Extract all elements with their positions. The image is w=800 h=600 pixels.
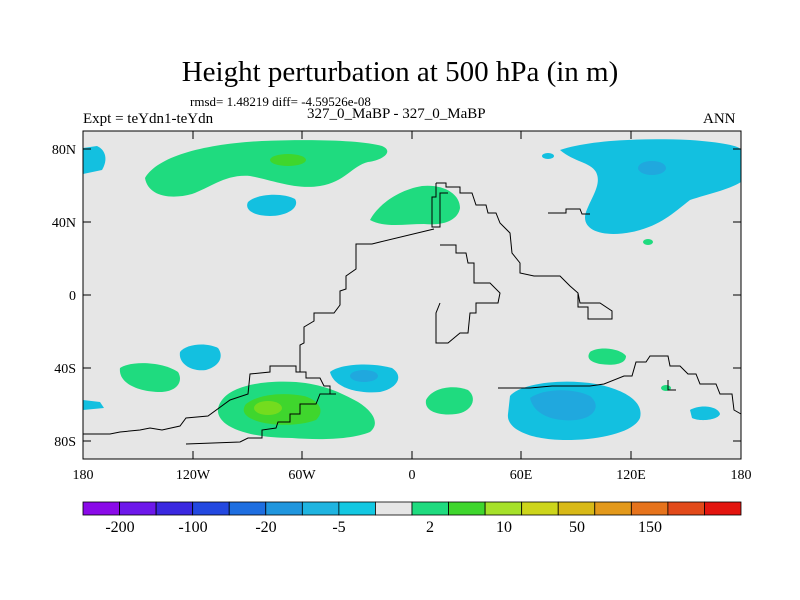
colorbar-label: 2 [426, 519, 434, 536]
colorbar-label: 50 [569, 519, 585, 536]
lat-label: 40S [54, 362, 76, 377]
contour-green-small-asia [643, 239, 653, 245]
colorbar-swatch [119, 501, 157, 516]
contour-green-atlantic [370, 185, 460, 225]
outline-asia-east [548, 208, 590, 215]
lat-label: 0 [69, 289, 76, 304]
colorbar-swatch [484, 501, 523, 516]
contour-blue-small-east [542, 153, 554, 159]
colorbar-swatch [557, 501, 596, 516]
colorbar-swatch [338, 501, 376, 516]
colorbar-swatch [155, 501, 194, 516]
lat-label: 40N [52, 216, 76, 231]
latitude-labels: 80N 40N 0 40S 80S [52, 143, 76, 450]
contour-blue-left-edge [83, 146, 106, 174]
map-title: Height perturbation at 500 hPa (in m) [181, 56, 619, 88]
colorbar [82, 501, 742, 516]
contour-blue-mid-pacific [247, 194, 297, 216]
contour-green-north-pacific [145, 140, 388, 197]
contour-green-south-pacific [119, 363, 180, 392]
colorbar-label: -5 [332, 519, 345, 536]
perturbation-contours [83, 139, 741, 440]
contour-blue-north-asia [560, 139, 741, 234]
axis-ticks [82, 131, 742, 459]
lon-label: 180 [731, 468, 752, 483]
experiment-label: Expt = teYdn1-teYdn [83, 111, 214, 127]
contour-blue-south-pacific [179, 344, 221, 371]
lat-label: 80N [52, 143, 76, 158]
colorbar-label: 10 [496, 519, 512, 536]
contour-blue-new-zealand [690, 406, 720, 421]
colorbar-label: 150 [638, 519, 662, 536]
lon-label: 120W [176, 468, 211, 483]
contour-green-south-atlantic [425, 387, 473, 415]
colorbar-swatch [375, 501, 413, 516]
colorbar-swatch [228, 501, 267, 516]
colorbar-swatch [704, 501, 742, 516]
outline-south-america [83, 365, 300, 435]
colorbar-swatch [411, 501, 449, 516]
longitude-labels: 180 120W 60W 0 60E 120E 180 [73, 468, 752, 483]
lat-label: 80S [54, 435, 76, 450]
lon-label: 60E [510, 468, 533, 483]
outline-north-america [436, 182, 613, 320]
colorbar-labels: -200 -100 -20 -5 2 10 50 150 [105, 519, 662, 536]
colorbar-swatch [265, 501, 303, 516]
continent-outline [83, 182, 742, 445]
colorbar-swatch [301, 501, 340, 516]
outline-south-america-tip [185, 393, 330, 445]
lon-label: 0 [409, 468, 416, 483]
colorbar-swatch [630, 501, 669, 516]
outline-africa [435, 244, 501, 344]
colorbar-label: -100 [178, 519, 207, 536]
contour-blue-far-west [83, 400, 104, 410]
season-label: ANN [703, 111, 736, 127]
colorbar-swatch [448, 501, 486, 516]
colorbar-swatch [594, 501, 632, 516]
lon-label: 120E [616, 468, 646, 483]
colorbar-swatch [192, 501, 230, 516]
colorbar-label: -200 [105, 519, 134, 536]
case-label: 327_0_MaBP - 327_0_MaBP [307, 106, 486, 122]
outline-central-america [299, 228, 435, 395]
contour-blue-indian-ocean-mid [530, 390, 596, 421]
colorbar-swatch [521, 501, 559, 516]
outline-australia [667, 380, 676, 391]
colorbar-label: -20 [255, 519, 276, 536]
contour-green-south-africa [588, 348, 626, 365]
contour-green-south-america-core [254, 401, 282, 415]
contour-blue-south-atlantic-core [350, 370, 378, 382]
rmsd-stats: rmsd= 1.48219 diff= -4.59526e-08 [190, 94, 371, 109]
colorbar-swatch [82, 501, 120, 516]
outline-arctic-coast [431, 183, 448, 228]
lon-label: 60W [288, 468, 316, 483]
lon-label: 180 [73, 468, 94, 483]
contour-green-north-pacific-core [270, 154, 306, 166]
contour-blue-north-asia-core [638, 161, 666, 175]
outline-antarctica [498, 355, 742, 415]
colorbar-swatch [667, 501, 705, 516]
